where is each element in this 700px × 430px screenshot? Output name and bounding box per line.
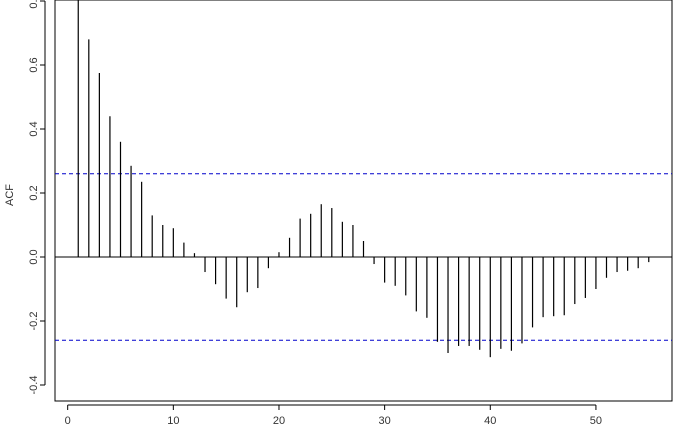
plot-area: [55, 0, 672, 358]
y-tick-label: 0.6: [28, 57, 40, 72]
y-tick-label: -0.2: [28, 312, 40, 331]
x-tick-label: 50: [590, 415, 602, 427]
x-tick-label: 0: [65, 415, 71, 427]
plot-frame: [54, 0, 673, 402]
x-tick-label: 40: [484, 415, 496, 427]
y-tick-label: 0.2: [28, 185, 40, 200]
x-tick-label: 30: [379, 415, 391, 427]
y-tick-label: 0.0: [28, 249, 40, 264]
x-tick-label: 10: [167, 415, 179, 427]
y-tick-label: 0.8: [28, 0, 40, 9]
y-tick-label: -0.4: [28, 376, 40, 395]
y-tick-label: 0.4: [28, 121, 40, 136]
y-axis-label: ACF: [4, 184, 16, 206]
x-tick-label: 20: [273, 415, 285, 427]
